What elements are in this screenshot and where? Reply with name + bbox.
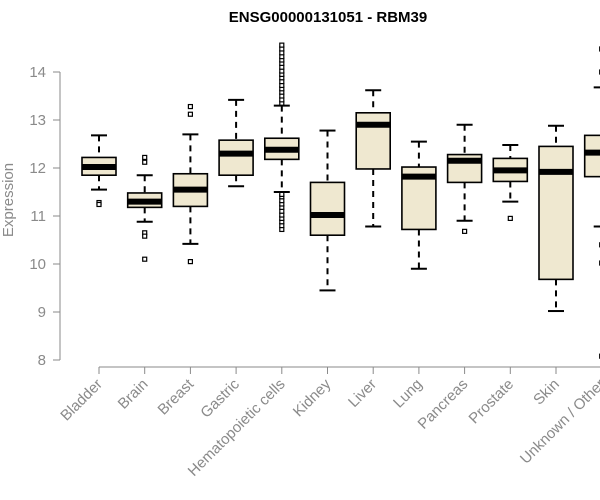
y-axis-label: Expression — [0, 163, 17, 237]
outlier-point — [142, 154, 148, 161]
box-iqr — [309, 181, 346, 236]
outlier-point — [187, 103, 193, 110]
x-tick-label: Bladder — [57, 376, 106, 425]
outlier-point — [96, 201, 102, 208]
box-skin — [538, 124, 574, 313]
y-tick-label: 14 — [29, 64, 46, 81]
box-unknown-other — [583, 46, 600, 359]
box-breast — [172, 103, 209, 265]
x-tick-label: Breast — [155, 375, 198, 418]
box-iqr — [538, 145, 574, 281]
y-tick-label: 11 — [30, 208, 46, 225]
x-tick-label: Gastric — [197, 375, 243, 421]
outlier-point — [142, 159, 148, 165]
outlier-point — [142, 256, 148, 262]
y-tick-label: 10 — [29, 256, 46, 273]
box-bladder — [81, 134, 117, 208]
outlier-point — [279, 42, 285, 48]
y-tick-label: 8 — [38, 352, 46, 369]
outlier-point — [187, 111, 193, 117]
y-tick-label: 13 — [29, 112, 46, 129]
outlier-point — [279, 191, 285, 197]
x-tick-label: Kidney — [290, 375, 335, 420]
x-tick-label: Lung — [390, 376, 426, 412]
x-tick-label: Liver — [345, 376, 380, 411]
box-pancreas — [446, 123, 483, 234]
box-kidney — [309, 129, 346, 292]
y-tick-label: 12 — [29, 160, 46, 177]
x-tick-label: Skin — [530, 376, 563, 409]
chart-title: ENSG00000131051 - RBM39 — [229, 9, 427, 26]
x-tick-label: Prostate — [466, 376, 518, 428]
outlier-point — [507, 215, 513, 221]
outlier-point — [462, 228, 468, 234]
box-liver — [355, 89, 392, 228]
box-brain — [126, 154, 163, 262]
box-iqr — [355, 112, 392, 170]
box-prostate — [492, 143, 529, 221]
box-iqr — [583, 134, 600, 178]
boxes-group — [81, 42, 600, 359]
box-iqr — [218, 139, 254, 177]
box-lung — [401, 140, 437, 270]
x-tick-label: Brain — [115, 376, 152, 413]
x-tick-label: Pancreas — [415, 376, 472, 433]
outlier-point — [187, 259, 193, 265]
y-axis: 8 9 10 11 12 13 14 — [29, 64, 61, 369]
box-gastric — [218, 98, 254, 188]
box-hematopoietic-cells — [263, 42, 300, 233]
y-tick-label: 9 — [38, 304, 46, 321]
outlier-point — [142, 233, 148, 239]
